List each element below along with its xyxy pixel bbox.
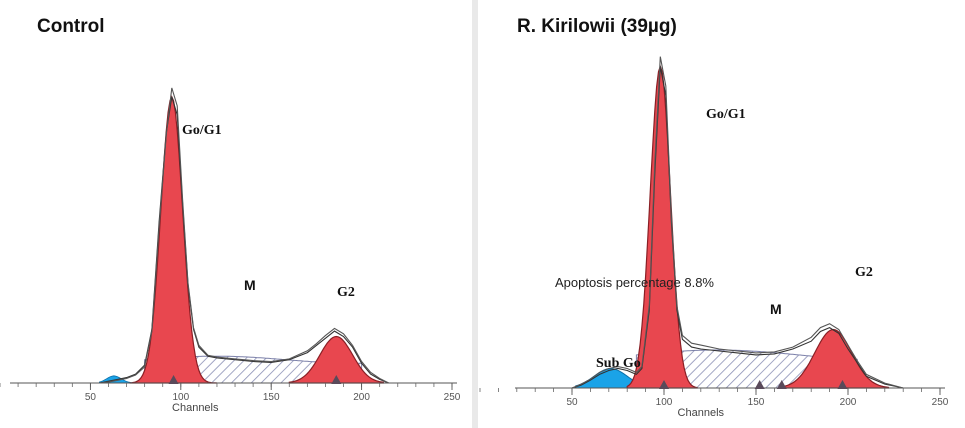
histogram-line-2	[571, 56, 904, 389]
gate-marker-icon	[837, 380, 848, 389]
m-phase-label: M	[770, 301, 782, 317]
g2-peak-area	[783, 328, 890, 389]
x-axis-label: Channels	[678, 407, 725, 419]
gate-marker-icon	[659, 380, 669, 389]
g2-peak-area	[288, 335, 384, 384]
panel-divider	[472, 0, 478, 428]
x-tick-label: 200	[840, 397, 857, 408]
x-tick-label: 50	[566, 397, 578, 408]
g2-label: G2	[337, 285, 355, 300]
chart-title: Control	[37, 16, 105, 37]
histogram-treated: 50 100 150 200 250 Channels Go/G1 G2 M Sub Go Apop…	[479, 56, 949, 419]
chart-panel-treated: R. Kirilowii (39µg) 50 100 150 200 250 Channe…	[479, 0, 965, 428]
g0g1-peak-area	[129, 95, 218, 384]
g0g1-label: Go/G1	[182, 123, 222, 138]
histogram-line-2	[99, 87, 389, 384]
g0g1-peak-area	[626, 64, 698, 389]
histogram-line-1	[571, 66, 904, 389]
x-tick-label: 100	[172, 392, 189, 403]
x-tick-label: 200	[353, 392, 370, 403]
apoptosis-annotation: Apoptosis percentage 8.8%	[555, 275, 714, 290]
subgo-label: Sub Go	[596, 356, 641, 371]
g0g1-label: Go/G1	[706, 107, 746, 122]
x-tick-label: 250	[932, 397, 949, 408]
g2-label: G2	[855, 265, 873, 280]
chart-panel-control: Control 50 100 150 200 250 Channels Go/G1 M G2	[0, 0, 470, 428]
chart-title: R. Kirilowii (39µg)	[517, 16, 677, 37]
x-tick-label: 150	[748, 397, 765, 408]
m-phase-label: M	[244, 277, 256, 293]
x-tick-label: 150	[263, 392, 280, 403]
x-tick-label: 100	[656, 397, 673, 408]
gate-marker-icon	[776, 380, 787, 389]
gate-marker-icon	[331, 375, 342, 384]
histogram-control: 50 100 150 200 250 Channels Go/G1 M G2	[0, 87, 461, 414]
x-axis-label: Channels	[172, 402, 219, 414]
x-tick-label: 250	[444, 392, 461, 403]
gate-marker-icon	[168, 375, 179, 384]
histogram-line-1	[99, 96, 389, 384]
gate-marker-icon	[754, 380, 765, 389]
x-tick-label: 50	[85, 392, 97, 403]
